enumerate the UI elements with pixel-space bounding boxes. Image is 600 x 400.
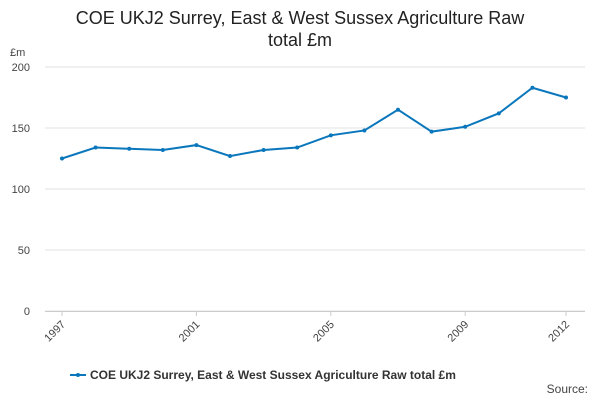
y-axis-label: £m (10, 47, 25, 59)
x-tick-label: 2009 (446, 319, 472, 345)
y-tick-label: 50 (18, 245, 30, 257)
legend-marker (76, 373, 80, 377)
chart-title: COE UKJ2 Surrey, East & West Sussex Agri… (76, 8, 525, 50)
point (496, 111, 501, 116)
point (127, 146, 132, 151)
y-tick-label: 100 (12, 184, 30, 196)
point (228, 154, 232, 159)
point (362, 128, 367, 133)
point (328, 133, 333, 138)
y-tick-label: 150 (12, 123, 30, 135)
y-tick-label: 200 (12, 62, 30, 74)
point (564, 95, 568, 100)
point (194, 143, 199, 148)
x-tick-label: 2001 (177, 319, 203, 345)
line (61, 86, 567, 160)
point (463, 124, 468, 129)
y-tick-label: 0 (24, 306, 30, 318)
point (295, 145, 300, 150)
point (396, 107, 400, 112)
point (93, 145, 98, 150)
point (160, 147, 165, 152)
source: Source: (547, 382, 588, 396)
point (60, 156, 64, 161)
title-text: COE UKJ2 Surrey, East & West Sussex Agri… (76, 8, 525, 50)
x-tick-label: 2005 (311, 319, 337, 345)
x-tick-label: 2012 (546, 319, 572, 345)
x-tick-label: 1997 (42, 319, 68, 345)
point (429, 129, 434, 134)
point (530, 85, 535, 90)
point (261, 147, 266, 152)
legend-label: COE UKJ2 Surrey, East & West Sussex Agri… (90, 368, 456, 382)
